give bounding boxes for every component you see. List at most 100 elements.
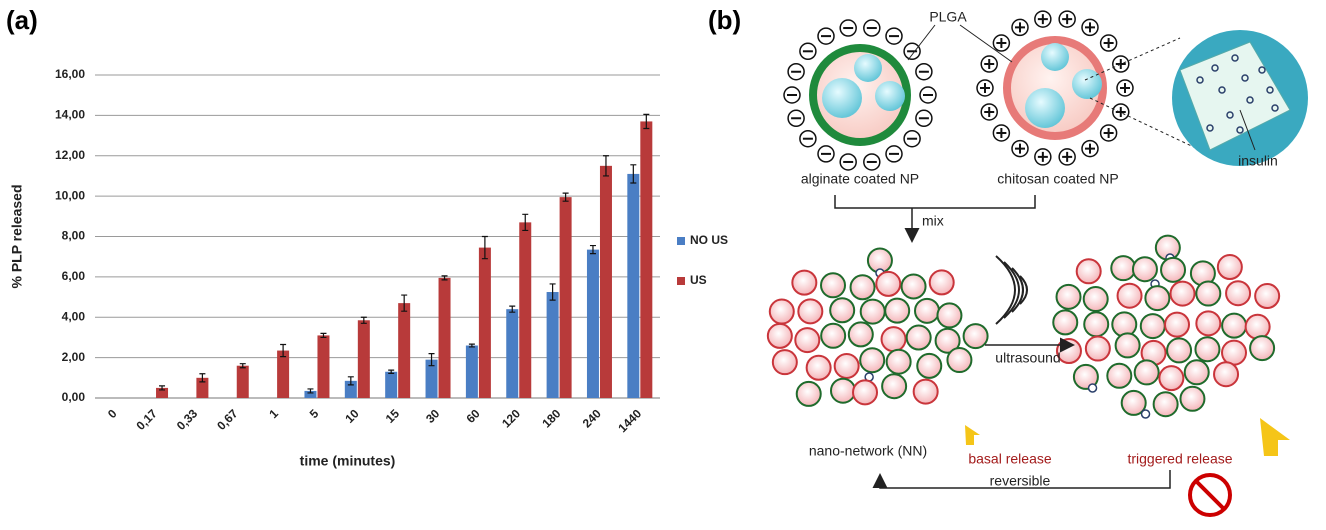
bar (478, 247, 491, 398)
x-tick-label: 1440 (615, 406, 644, 435)
label: triggered release (1127, 451, 1232, 467)
x-tick-label: 0,33 (174, 406, 201, 433)
error-bar (589, 244, 596, 255)
nanoparticle (905, 324, 932, 351)
nanoparticle (1244, 313, 1271, 340)
nanoparticle (766, 322, 793, 349)
error-bar (630, 164, 637, 184)
legend-label: US (690, 273, 707, 287)
nanoparticle (852, 379, 879, 406)
panel-label: (b) (708, 5, 741, 35)
bar (546, 292, 559, 398)
label: alginate coated NP (801, 171, 919, 187)
nanoparticle (914, 297, 941, 324)
bar (357, 320, 370, 398)
error-bar (239, 363, 246, 369)
nanoparticle (1083, 311, 1110, 338)
nanoparticle (912, 378, 939, 405)
bar (196, 377, 209, 398)
nanoparticle (829, 297, 856, 324)
nanoparticle (1221, 339, 1248, 366)
core (822, 78, 862, 118)
bar (627, 173, 640, 398)
nanoparticle (1225, 280, 1252, 307)
nanoparticle (820, 322, 847, 349)
nanoparticle (1075, 258, 1102, 285)
bar (599, 165, 612, 398)
error-bar (388, 369, 395, 374)
nanoparticle (1116, 282, 1143, 309)
charge-sign (1062, 151, 1073, 162)
nanoparticle (1055, 283, 1082, 310)
nanoparticle (885, 348, 912, 375)
bar (236, 365, 249, 398)
nanoparticle (795, 380, 822, 407)
legend-label: NO US (690, 233, 728, 247)
nanoparticle (1072, 363, 1099, 390)
y-tick-label: 6,00 (62, 269, 86, 283)
legend-swatch (677, 277, 685, 285)
y-tick-label: 0,00 (62, 390, 86, 404)
error-bar (360, 316, 367, 324)
label: nano-network (NN) (809, 443, 927, 459)
y-tick-label: 14,00 (55, 108, 85, 122)
leader (907, 24, 936, 61)
nanoparticle (1110, 255, 1137, 282)
bar (506, 309, 519, 398)
nanoparticle (1166, 337, 1193, 364)
y-tick-label: 10,00 (55, 188, 85, 202)
nanoparticle (1114, 332, 1141, 359)
label: chitosan coated NP (997, 171, 1118, 187)
charge-sign (1103, 38, 1114, 49)
nanoparticle (1160, 256, 1187, 283)
x-axis-label: time (minutes) (300, 453, 396, 469)
x-tick-label: 120 (499, 406, 523, 430)
nanoparticle (1169, 280, 1196, 307)
nanoparticle (1164, 311, 1191, 338)
error-bar (401, 294, 408, 312)
error-bar (562, 192, 569, 202)
nanoparticle (936, 302, 963, 329)
diagram: PLGA alginate coated NP chitosan coated … (766, 9, 1308, 517)
bar (559, 197, 572, 398)
nanoparticle (794, 327, 821, 354)
insulin-dots (1196, 54, 1279, 134)
zoom-line (1084, 37, 1181, 81)
bar (438, 277, 451, 398)
error-bar (643, 113, 650, 130)
nanoparticle (934, 327, 961, 354)
nanoparticle (1139, 313, 1166, 340)
bar (156, 387, 169, 398)
charge-sign (984, 106, 995, 117)
label: insulin (1238, 153, 1278, 169)
mix-bracket (834, 195, 1036, 240)
x-tick-label: 60 (463, 406, 483, 426)
core (1041, 43, 1069, 71)
error-bar (159, 385, 166, 391)
x-tick-label: 180 (539, 406, 563, 430)
nanoparticle (962, 323, 989, 350)
nanoparticle (1195, 310, 1222, 337)
zoom-line (1089, 97, 1201, 151)
nanoparticle (1144, 285, 1171, 312)
nanoparticle (928, 269, 955, 296)
wedge (1179, 41, 1291, 151)
y-tick-label: 4,00 (62, 309, 86, 323)
nanoparticle (849, 274, 876, 301)
y-tick-label: 2,00 (62, 350, 86, 364)
reversible-arrow (872, 470, 1171, 489)
nanoparticle (1152, 391, 1179, 418)
charge-sign (1062, 14, 1073, 25)
charge-sign (1015, 22, 1025, 33)
nanoparticle (847, 321, 874, 348)
nanoparticle (791, 269, 818, 296)
label: PLGA (929, 9, 967, 25)
charge-sign (996, 38, 1007, 49)
nanoparticle (1221, 312, 1248, 339)
y-tick-label: 16,00 (55, 67, 85, 81)
label: ultrasound (995, 350, 1060, 366)
nanoparticle (829, 377, 856, 404)
no-sound-icon (1194, 479, 1226, 511)
release-arrow (1260, 418, 1290, 456)
